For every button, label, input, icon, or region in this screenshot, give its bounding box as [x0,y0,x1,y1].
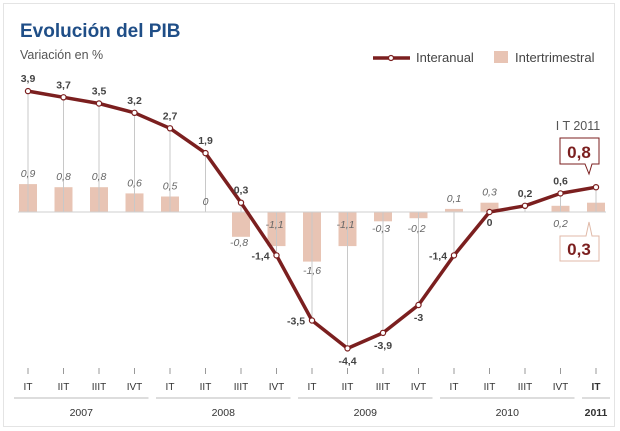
interanual-label: -3,5 [287,316,305,328]
legend-marker [387,54,395,62]
bar-label: -0,8 [230,237,248,249]
legend-bar-swatch [494,51,508,63]
interanual-label: 1,9 [198,135,213,147]
bar-label: 0,1 [447,193,462,205]
year-label: 2007 [70,407,94,419]
bar-intertrimestral [445,208,463,212]
chart-frame [3,3,615,427]
interanual-point [202,149,209,157]
interanual-label: -3 [414,312,423,324]
interanual-label: -1,4 [429,250,447,262]
interanual-label: -4,4 [338,355,356,367]
year-label: 2010 [496,407,520,419]
x-tick-label: IT [592,382,601,393]
bar-label: -1,6 [303,265,321,277]
interanual-label: -1,4 [251,250,269,262]
x-tick-label: IIT [342,382,354,393]
interanual-point [24,87,32,95]
bar-label: 0,3 [482,187,497,199]
interanual-point [95,100,103,107]
legend-interanual: Interanual [416,50,474,65]
year-label: 2011 [585,407,608,419]
x-tick-label: IT [308,382,317,393]
interanual-label: 3,5 [92,86,107,98]
annotation-label: I T 2011 [556,119,601,133]
interanual-label: 2,7 [163,110,178,122]
interanual-point [379,329,387,337]
interanual-point [273,252,280,259]
x-tick-label: IVT [269,382,285,393]
x-tick-label: IIT [484,382,496,393]
bar-label: 0,5 [163,181,178,193]
interanual-point [450,252,458,259]
callout-interanual-value: 0,8 [567,143,591,162]
callout-intertrimestral-value: 0,3 [567,240,591,259]
bar-label: -0,2 [407,223,425,235]
annotation: I T 2011 0,8 0,3 [556,119,601,262]
interanual-label: 0,6 [553,175,568,187]
bar-label: 0 [203,196,209,208]
x-tick-label: IT [24,382,33,393]
bar-label: 0,9 [21,168,36,180]
chart-subtitle: Variación en % [20,48,103,62]
interanual-label: 0,3 [234,185,249,197]
x-tick-label: IIT [200,382,212,393]
interanual-point [486,208,493,216]
interanual-point [60,94,67,101]
bar-label: 0,6 [127,177,142,189]
interanual-point [308,317,316,324]
interanual-point [415,301,422,309]
bar-label: 0,8 [92,171,107,183]
interanual-label: 3,9 [21,73,36,85]
interanual-point [166,125,174,132]
interanual-point [344,345,351,352]
interanual-point [131,109,138,117]
legend: Interanual Intertrimestral [373,50,595,65]
x-tick-label: IIIT [376,382,390,393]
bar-label: -0,3 [372,223,390,235]
x-tick-label: IIIT [518,382,532,393]
x-tick-label: IVT [127,382,143,393]
year-label: 2009 [354,407,378,419]
interanual-point [237,199,245,206]
bar-intertrimestral [480,202,499,212]
interanual-label: -3,9 [374,340,392,352]
interanual-point [592,183,600,191]
interanual-label: 3,7 [56,79,71,91]
x-tick-label: IT [166,382,175,393]
x-tick-label: IIIT [234,382,248,393]
interanual-point [521,202,529,209]
x-tick-label: IIIT [92,382,106,393]
bar-intertrimestral [232,212,250,237]
interanual-label: 0 [487,217,493,229]
x-tick-label: IVT [411,382,427,393]
chart-title: Evolución del PIB [20,21,180,42]
bar-label: -1,1 [336,219,354,231]
x-tick-label: IIT [58,382,70,393]
callout-intertrimestral [559,221,600,262]
interanual-point [557,190,564,197]
x-tick-label: IVT [553,382,569,393]
legend-intertrimestral: Intertrimestral [515,50,595,65]
interanual-label: 3,2 [127,95,142,107]
callout-interanual [559,137,600,176]
bar-label: 0,8 [56,171,71,183]
bar-label: 0,2 [553,218,568,230]
interanual-label: 0,2 [518,188,533,200]
year-label: 2008 [212,407,236,419]
x-tick-label: IT [450,382,459,393]
bar-label: -1,1 [265,219,283,231]
